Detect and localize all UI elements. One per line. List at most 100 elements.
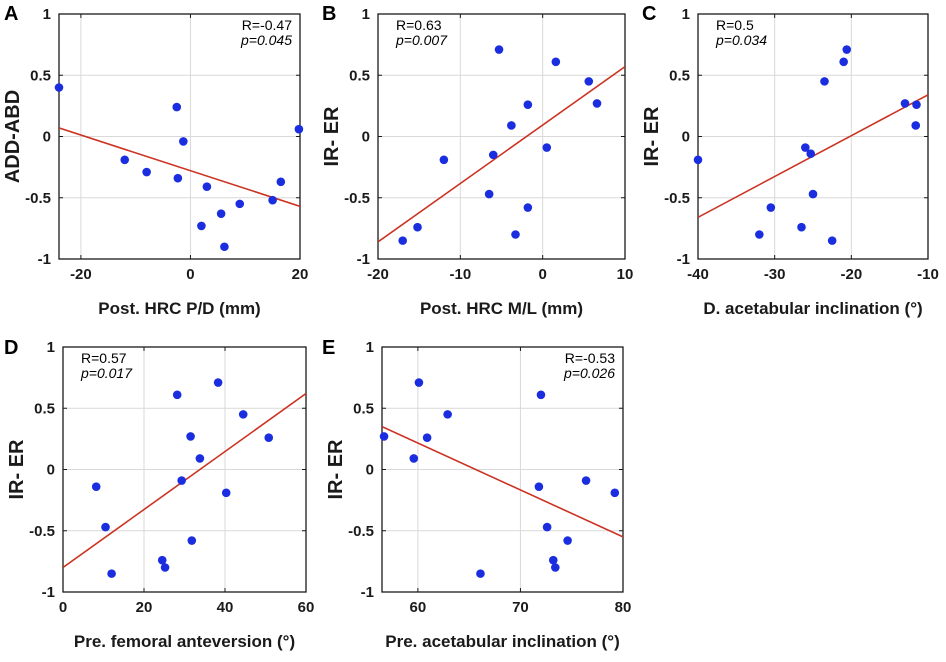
data-point — [379, 432, 389, 441]
y-tick-label: 1 — [366, 339, 374, 356]
data-point — [548, 555, 558, 565]
panel-a: -20 0 20 -1 -0.5 0 0.5 1 R=-0.47p=0.045 Post. HRC… — [2, 3, 308, 318]
y-tick-label: -1 — [42, 584, 55, 601]
x-tick-label: 80 — [615, 599, 632, 616]
data-point — [766, 203, 776, 212]
data-point — [179, 137, 188, 146]
y-axis-label: ADD-ABD — [2, 90, 24, 183]
data-point — [172, 390, 182, 400]
y-tick-label: 0 — [47, 462, 55, 479]
data-point — [186, 432, 195, 441]
y-tick-label: 0 — [366, 462, 374, 479]
r-value-text: R=-0.53 — [565, 350, 615, 366]
y-axis-label: IR- ER — [6, 439, 28, 500]
data-point — [534, 482, 544, 491]
data-point — [536, 390, 546, 400]
y-tick-label: -0.5 — [29, 523, 55, 540]
data-point — [911, 121, 921, 130]
data-point — [398, 236, 408, 245]
p-value-text: p=0.045 — [240, 32, 292, 48]
y-tick-label: 1 — [362, 6, 370, 23]
x-tick-label: -20 — [70, 266, 92, 283]
x-tick-label: 60 — [298, 599, 315, 616]
data-point — [592, 99, 602, 108]
y-tick-label: -0.5 — [344, 190, 370, 207]
p-value-text: p=0.026 — [563, 365, 615, 381]
y-tick-label: -1 — [38, 251, 51, 268]
x-axis-label: Pre. acetabular inclination (°) — [385, 632, 619, 651]
r-value-text: R=-0.47 — [242, 17, 292, 33]
y-axis-label: IR- ER — [641, 106, 663, 167]
data-point — [54, 83, 64, 92]
data-point — [827, 236, 837, 245]
x-tick-label: 70 — [512, 599, 529, 616]
r-value-text: R=0.5 — [716, 17, 754, 33]
y-tick-label: 1 — [43, 6, 51, 23]
data-point — [220, 242, 229, 252]
data-point — [422, 433, 432, 442]
x-tick-label: -10 — [917, 266, 939, 283]
data-point — [494, 45, 504, 54]
x-tick-label: 20 — [292, 266, 309, 283]
y-tick-label: 0 — [682, 129, 690, 146]
panel-c: -40 -30 -20 -10 -1 -0.5 0 0.5 1 R=0.5p=0.034 D. ac… — [641, 3, 939, 318]
data-point — [581, 476, 591, 485]
data-point — [107, 569, 116, 578]
panel-letter: E — [322, 337, 335, 359]
data-point — [476, 569, 485, 578]
data-point — [820, 77, 829, 86]
data-point — [213, 378, 223, 387]
x-tick-label: -30 — [764, 266, 786, 283]
data-point — [797, 222, 806, 232]
plot-area — [378, 66, 625, 243]
panel-d: 0 20 40 60 -1 -0.5 0 0.5 1 R=0.57p=0.017 Pre. femo… — [4, 337, 314, 651]
x-tick-label: -20 — [840, 266, 862, 283]
x-tick-label: -40 — [687, 266, 709, 283]
x-tick-label: 0 — [59, 599, 67, 616]
data-point — [276, 177, 286, 187]
data-point — [842, 45, 852, 54]
data-point — [197, 221, 206, 231]
x-axis-label: Pre. femoral anteversion (°) — [74, 632, 295, 651]
data-point — [172, 102, 182, 112]
data-point — [912, 100, 921, 109]
data-point — [221, 488, 231, 498]
p-value-text: p=0.034 — [715, 32, 767, 48]
data-point — [409, 454, 419, 463]
y-tick-label: 1 — [47, 339, 55, 356]
y-tick-label: 0.5 — [34, 400, 55, 417]
data-point — [173, 173, 183, 183]
data-point — [693, 155, 703, 165]
data-point — [801, 143, 810, 152]
data-point — [413, 222, 422, 232]
r-value-text: R=0.63 — [396, 17, 442, 33]
data-point — [808, 189, 818, 199]
regression-line — [378, 66, 625, 243]
x-tick-label: 20 — [136, 599, 153, 616]
y-tick-label: 0 — [43, 129, 51, 146]
data-point — [484, 189, 494, 199]
panel-letter: D — [4, 337, 18, 359]
panel-e: 60 70 80 -1 -0.5 0 0.5 1 R=-0.53p=0.026 Pre. acet… — [322, 337, 631, 651]
plot-area — [382, 425, 623, 538]
data-point — [264, 433, 274, 442]
data-point — [142, 167, 151, 177]
panel-letter: C — [642, 3, 656, 25]
data-point — [551, 563, 560, 572]
data-point — [755, 230, 764, 239]
y-tick-label: 1 — [682, 6, 690, 23]
y-tick-label: 0.5 — [30, 67, 51, 84]
y-tick-label: -1 — [361, 584, 374, 601]
x-axis-label: D. acetabular inclination (°) — [703, 299, 922, 318]
data-point — [542, 143, 552, 152]
x-tick-label: -10 — [449, 266, 471, 283]
data-point — [563, 536, 572, 545]
panel-letter: A — [4, 3, 18, 25]
y-tick-label: 0.5 — [669, 67, 690, 84]
x-axis-label: Post. HRC M/L (mm) — [420, 299, 583, 318]
regression-line — [382, 425, 623, 538]
x-tick-label: 40 — [217, 599, 234, 616]
data-point — [120, 155, 130, 165]
panel-b: -20 -10 0 10 -1 -0.5 0 0.5 1 R=0.63p=0.007 Post. H… — [321, 3, 633, 318]
